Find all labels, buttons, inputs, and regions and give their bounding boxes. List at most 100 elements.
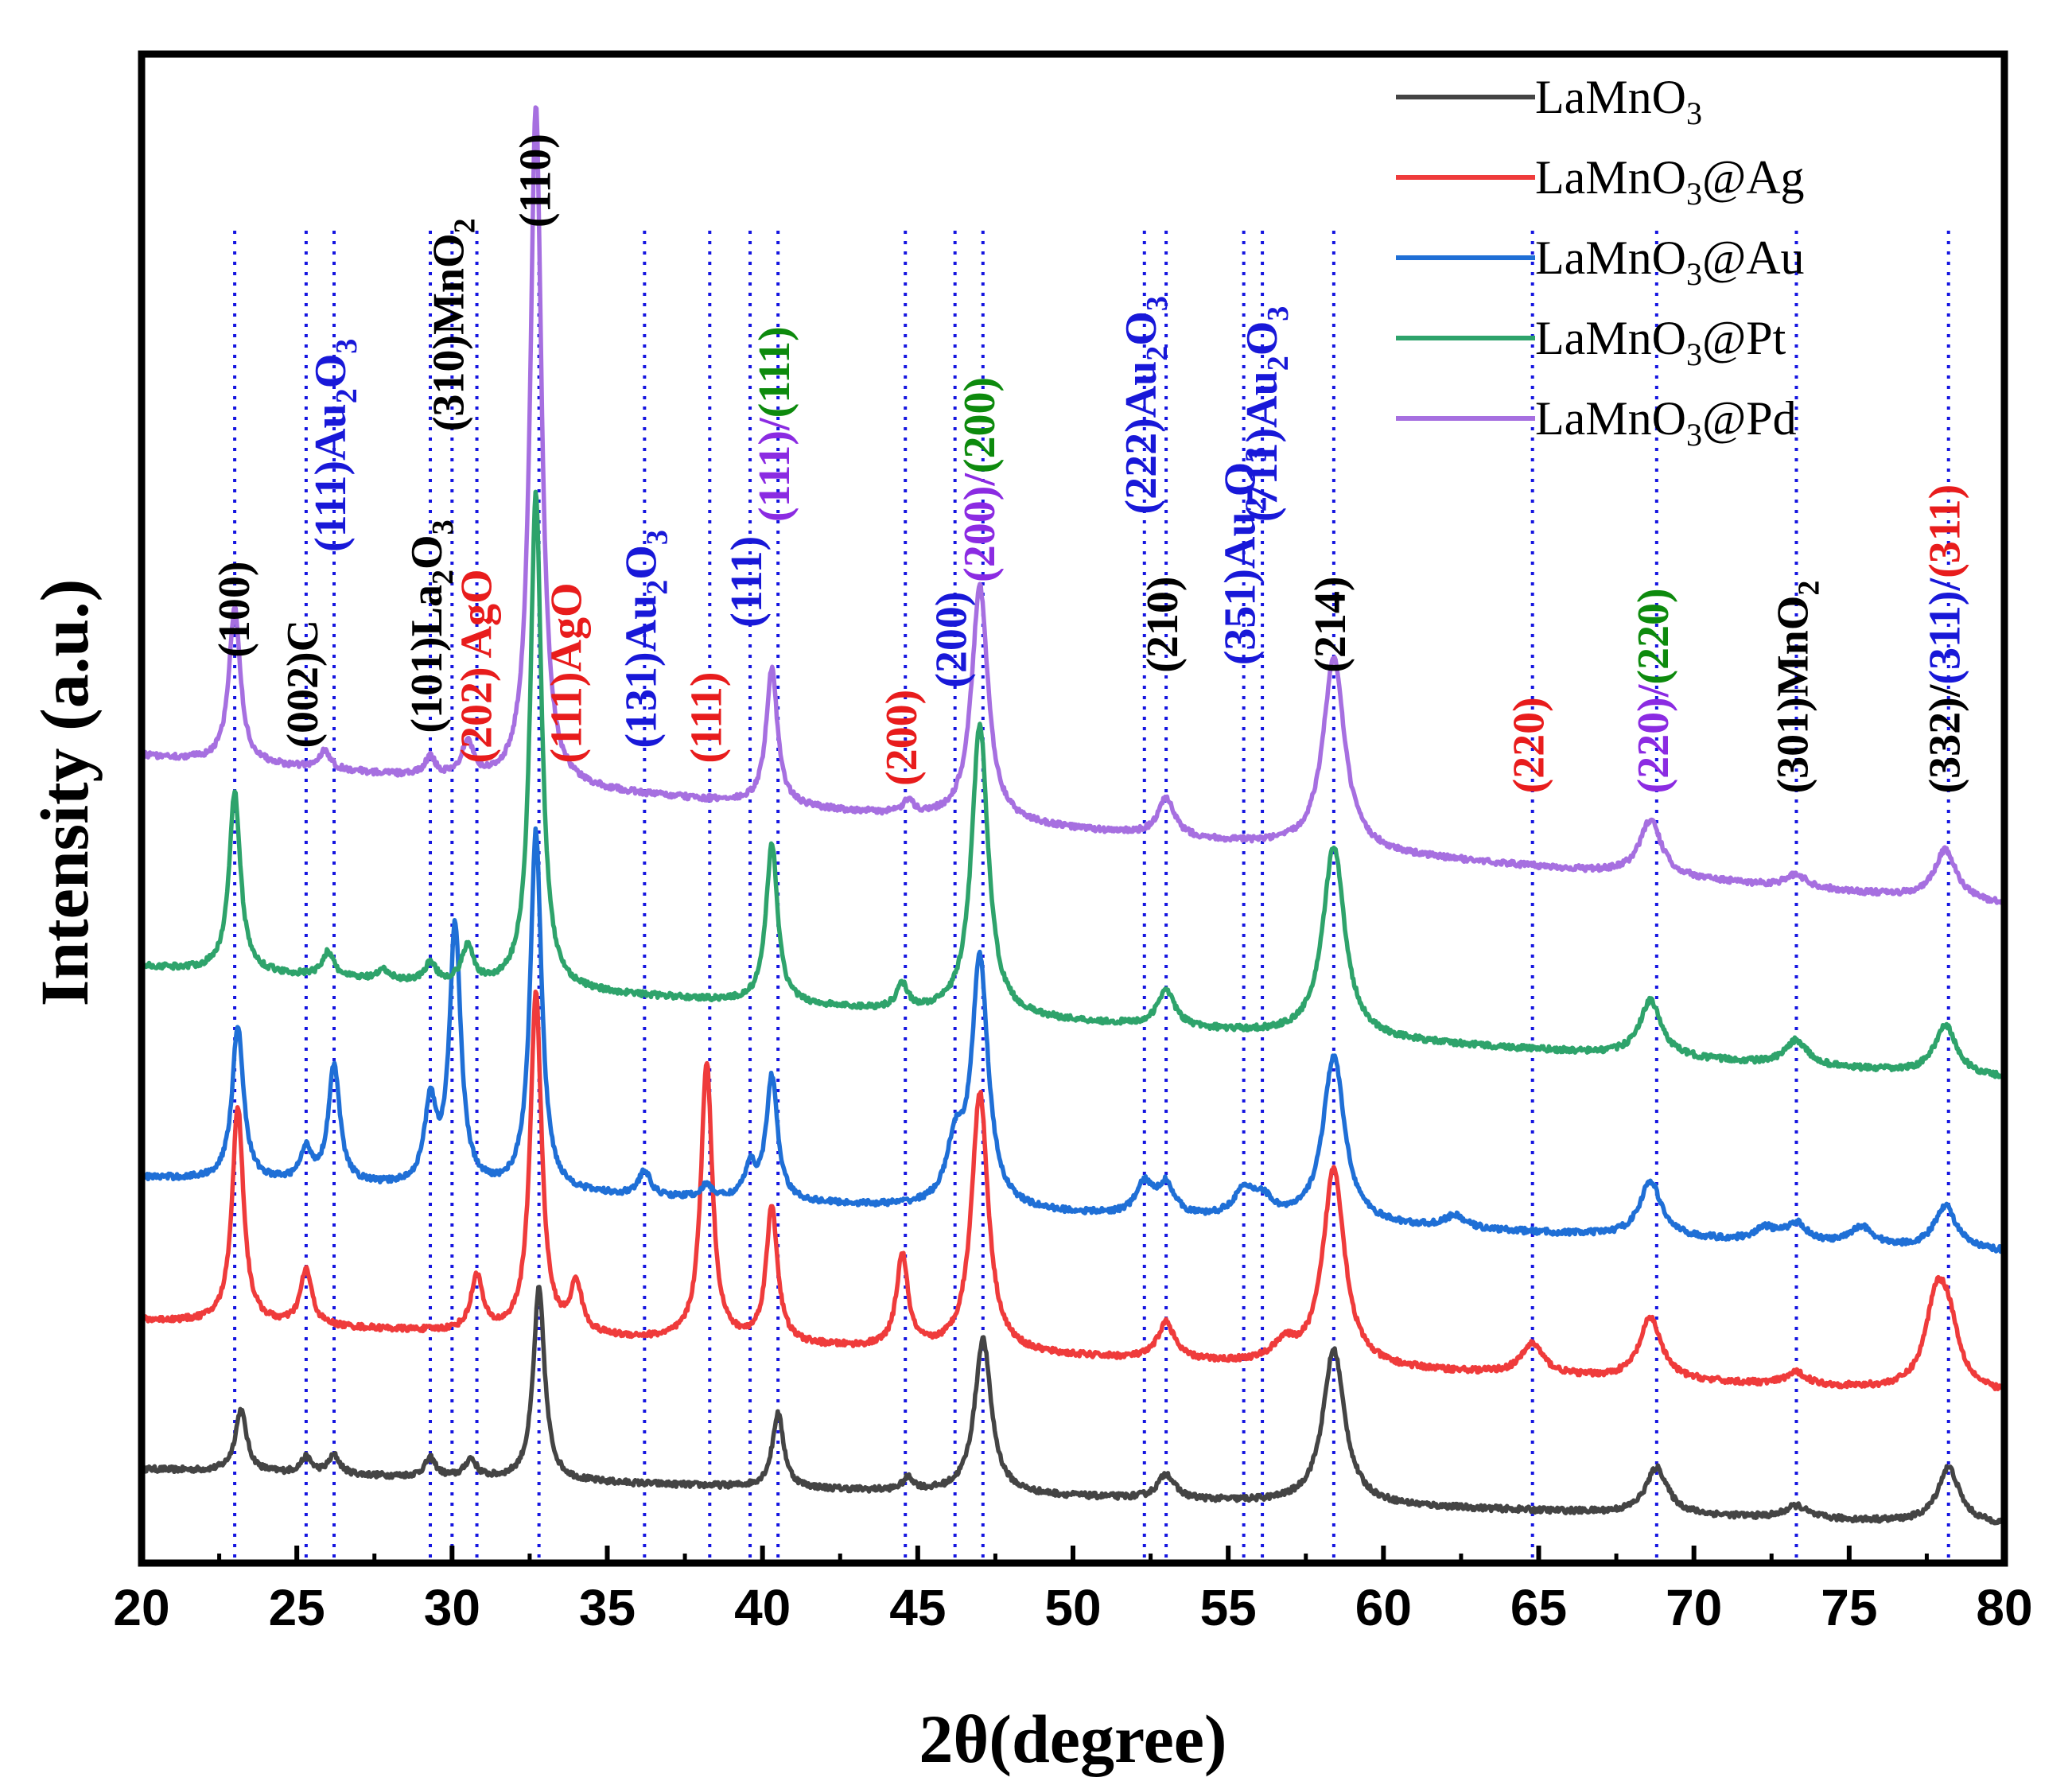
peak-label-part: (310)MnO [424,233,473,431]
x-tick-label: 20 [113,1579,169,1636]
peak-label-part: O [1238,321,1287,356]
peak-label-part: (111) [722,536,772,628]
peak-label-part: (332)/ [1921,683,1970,793]
peak-label-part: (222)Au [1117,361,1166,515]
peak-label: (200)/(200) [955,377,1005,582]
x-tick-label: 35 [579,1579,636,1636]
peak-label: (111)AgO [542,582,592,763]
peak-label-part: (111) [750,326,799,418]
x-tick-label: 65 [1510,1579,1567,1636]
peak-label-part: 2 [426,570,460,585]
peak-label-part: 3 [330,339,363,354]
peak-label-part: 3 [1240,447,1273,462]
peak-label: (222)Au2O3 [1117,296,1174,514]
peak-label-part: O [1117,311,1166,346]
x-tick-label: 50 [1044,1579,1101,1636]
peak-label-part: 2 [640,580,674,595]
peak-label-part: O [402,535,452,570]
peak-label-part: 3 [640,530,674,545]
peak-label: (220)/(220) [1629,588,1678,793]
x-tick-label: 60 [1355,1579,1412,1636]
peak-label-part: (214) [1306,576,1355,672]
peak-label-part: O [1216,462,1265,497]
peak-label-part: 3 [426,519,460,535]
peak-label-part: (220) [1629,588,1678,684]
legend-label: LaMnO3@Pd [1535,392,1797,453]
peak-label: (111)Au2O3 [306,339,363,552]
peak-label-part: O [616,545,666,580]
y-axis-title: Intensity (a.u.) [26,579,103,1007]
peak-label-part: (131)Au [616,595,666,749]
series-line-0 [139,1285,2007,1526]
peak-label-part: (110) [511,134,561,228]
peak-label: (220) [1505,697,1554,793]
peak-label-part: (111)Au [306,403,356,552]
series-group [139,105,2007,1526]
peak-label-part: (200) [927,591,977,687]
peak-label: (202) AgO [452,569,501,763]
peak-label: (100) [210,562,259,658]
peak-label: (711)Au2O3 [1238,306,1295,522]
x-tick-label: 80 [1976,1579,2032,1636]
peak-label-part: 2 [1240,496,1273,511]
peak-label: (200) [877,690,927,786]
peak-label-part: (100) [210,562,259,658]
peak-label-part: (210) [1138,576,1188,672]
peak-label: (111)/(111) [750,326,799,522]
x-tick-label: 40 [734,1579,791,1636]
peak-label: (200) [927,591,977,687]
series-line-4 [139,105,2007,906]
legend-label: LaMnO3@Pt [1535,312,1786,372]
x-tick-label: 25 [269,1579,325,1636]
series-line-1 [140,989,2006,1392]
x-tick-label: 70 [1666,1579,1722,1636]
peak-label-part: (200) [955,377,1005,473]
peak-label: (301)MnO2 [1768,581,1825,794]
peak-label: (111) [722,536,772,628]
peak-label: (002)C [278,620,328,749]
series-line-3 [139,489,2007,1079]
peak-label-part: 3 [1261,306,1295,321]
peak-label-part: (200)/ [955,473,1005,582]
peak-label-part: (220)/ [1629,683,1678,793]
peak-label-part: 2 [1141,346,1174,361]
peak-label-part: (111)AgO [542,582,592,763]
peak-label-part: (111) [682,671,731,763]
legend-label: LaMnO3@Ag [1535,151,1805,212]
peak-label-part: (351)Au [1216,511,1265,665]
legend: LaMnO3 LaMnO3@Ag LaMnO3@Au LaMnO3@Pt LaMnO3@… [1396,71,1805,453]
peak-label-part: (220) [1505,697,1554,793]
peak-label: (351)Au2O3 [1216,447,1273,665]
legend-label: LaMnO3 [1535,71,1702,131]
peak-label-part: O [306,354,356,389]
peak-label: (310)MnO2 [424,218,481,431]
peak-label: (214) [1306,576,1355,672]
x-tick-label: 45 [889,1579,946,1636]
peak-label-part: (311)/ [1921,577,1970,684]
peak-label: (110) [511,134,561,228]
peak-label: (131)Au2O3 [616,530,674,748]
x-axis: 20 25 30 35 40 45 50 55 60 65 70 75 80 [113,1546,2033,1636]
peak-label: (332)/(311)/(311) [1921,484,1970,794]
peak-annotations: (100)(002)C(111)Au2O3(101)La2O3(310)MnO2… [210,134,1970,794]
legend-label: LaMnO3@Au [1535,231,1805,292]
peak-label: (111) [682,671,731,763]
x-tick-label: 30 [424,1579,480,1636]
peak-label-part: (202) AgO [452,569,501,763]
peak-label: (210) [1138,576,1188,672]
peak-label-part: (711)Au [1238,371,1287,522]
peak-label-part: (311) [1921,484,1970,578]
peak-label-part: (101)La [402,585,452,733]
x-tick-label: 55 [1200,1579,1257,1636]
peak-label-part: (002)C [278,620,328,749]
peak-label-part: 2 [1261,356,1295,371]
peak-label: (101)La2O3 [402,519,460,733]
peak-label-part: 2 [448,218,481,233]
peak-label-part: 2 [1792,581,1825,596]
peak-label-part: (200) [877,690,927,786]
x-axis-title: 2θ(degree) [919,1701,1226,1777]
series-line-2 [139,826,2007,1254]
x-tick-label: 75 [1821,1579,1877,1636]
peak-label-part: (111)/ [750,417,799,522]
